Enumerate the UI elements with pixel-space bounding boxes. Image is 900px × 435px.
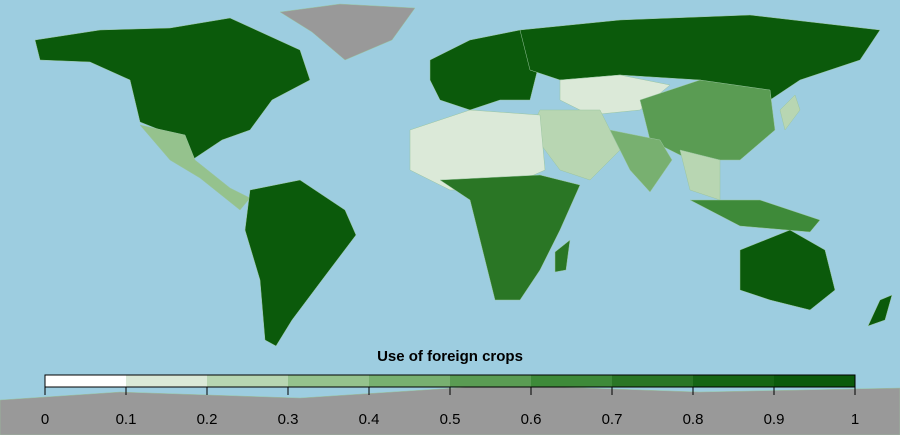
legend-tick-label: 0.4 [359, 411, 380, 428]
legend-tick-label: 0.9 [764, 411, 785, 428]
indonesia [689, 199, 821, 233]
legend-tick-label: 0.1 [116, 411, 137, 428]
legend-tick-label: 0 [41, 411, 49, 428]
legend-bin [450, 375, 531, 387]
countries [0, 3, 900, 435]
legend: Use of foreign crops 0 0.1 0.2 0.3 0.4 0.5 0.6… [41, 348, 859, 428]
legend-bin [693, 375, 774, 387]
europe [429, 29, 541, 111]
legend-bin [126, 375, 207, 387]
legend-tick-label: 0.6 [521, 411, 542, 428]
legend-title: Use of foreign crops [377, 348, 523, 365]
madagascar [554, 239, 571, 273]
legend-bin [531, 375, 612, 387]
legend-tick-label: 0.7 [602, 411, 623, 428]
legend-bin [612, 375, 693, 387]
south-america [244, 179, 357, 347]
australia [739, 229, 836, 311]
japan [779, 94, 801, 131]
legend-bin [288, 375, 369, 387]
legend-tick-label: 1 [851, 411, 859, 428]
legend-tick-label: 0.2 [197, 411, 218, 428]
legend-bin [369, 375, 450, 387]
sub-saharan-africa [439, 174, 581, 301]
legend-bin [774, 375, 855, 387]
new-zealand [867, 294, 893, 327]
legend-tick-label: 0.3 [278, 411, 299, 428]
north-america [34, 17, 311, 161]
antarctica [0, 384, 900, 435]
india [609, 129, 673, 193]
russia [519, 14, 881, 101]
legend-tick-label: 0.8 [683, 411, 704, 428]
legend-bin [45, 375, 126, 387]
legend-tick-label: 0.5 [440, 411, 461, 428]
greenland [279, 3, 416, 61]
legend-bin [207, 375, 288, 387]
